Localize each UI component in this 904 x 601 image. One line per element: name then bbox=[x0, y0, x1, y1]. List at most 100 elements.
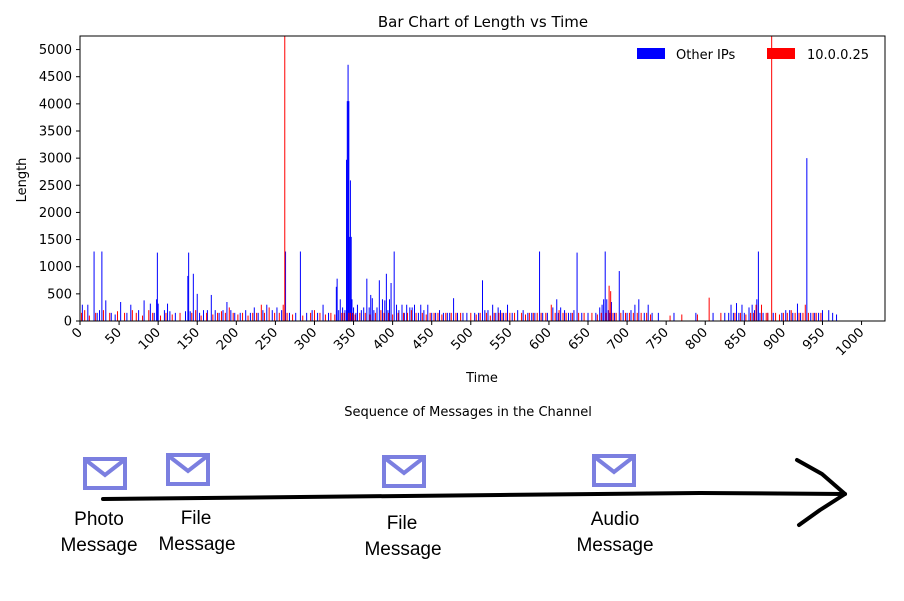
bar-10-0-0-25-1 bbox=[84, 310, 86, 321]
bar-10-0-0-25-87 bbox=[514, 312, 516, 321]
bar-10-0-0-25-124 bbox=[734, 312, 736, 321]
bar-other-ips-13 bbox=[143, 300, 145, 321]
bar-other-ips-72 bbox=[353, 307, 355, 321]
x-tick-label: 450 bbox=[409, 325, 437, 353]
bar-other-ips-54 bbox=[311, 310, 313, 321]
y-axis-ticks: 0 500 1000 1500 2000 2500 3000 3500 4000 4500 5000 bbox=[39, 43, 80, 330]
bar-10-0-0-25-109 bbox=[612, 312, 614, 321]
envelope-icon bbox=[592, 454, 636, 487]
timeline-title: Sequence of Messages in the Channel bbox=[344, 405, 592, 420]
bar-other-ips-84 bbox=[381, 299, 383, 321]
bar-other-ips-189 bbox=[800, 312, 802, 321]
bar-other-ips-55 bbox=[317, 312, 319, 321]
bar-other-ips-25 bbox=[188, 252, 190, 321]
bar-10-0-0-25-82 bbox=[493, 312, 495, 321]
bar-10-0-0-25-9 bbox=[135, 312, 137, 321]
bar-other-ips-147 bbox=[603, 299, 605, 321]
bar-other-ips-104 bbox=[435, 312, 437, 321]
bar-other-ips-3 bbox=[96, 312, 98, 321]
x-tick-label: 900 bbox=[761, 325, 789, 353]
legend: Other IPs 10.0.0.25 bbox=[637, 48, 869, 63]
bar-other-ips-176 bbox=[751, 304, 753, 321]
bar-other-ips-168 bbox=[728, 312, 730, 321]
bar-10-0-0-25-96 bbox=[554, 312, 556, 321]
bar-10-0-0-25-29 bbox=[247, 315, 249, 321]
bar-10-0-0-25-36 bbox=[278, 312, 280, 321]
bar-other-ips-157 bbox=[630, 310, 632, 321]
bar-chart: Bar Chart of Length vs Time 050010001500… bbox=[15, 13, 886, 386]
bar-10-0-0-25-74 bbox=[450, 312, 452, 321]
bar-other-ips-103 bbox=[431, 312, 433, 321]
bar-other-ips-108 bbox=[449, 312, 451, 321]
bar-other-ips-47 bbox=[276, 307, 278, 321]
bar-other-ips-188 bbox=[796, 303, 798, 321]
bar-other-ips-181 bbox=[762, 312, 764, 321]
bar-10-0-0-25-121 bbox=[696, 314, 698, 321]
bar-other-ips-102 bbox=[427, 304, 429, 321]
bar-other-ips-50 bbox=[288, 312, 290, 321]
bar-10-0-0-25-72 bbox=[441, 314, 443, 321]
bar-10-0-0-25-139 bbox=[794, 312, 796, 321]
bar-other-ips-70 bbox=[350, 236, 352, 321]
bar-10-0-0-25-31 bbox=[256, 312, 258, 321]
bar-other-ips-80 bbox=[371, 298, 373, 321]
x-tick-label: 1000 bbox=[833, 325, 867, 359]
bar-other-ips-187 bbox=[792, 312, 794, 321]
bar-other-ips-141 bbox=[576, 252, 578, 321]
bar-other-ips-45 bbox=[266, 304, 268, 321]
bar-other-ips-67 bbox=[348, 101, 350, 321]
bar-10-0-0-25-53 bbox=[354, 314, 356, 321]
bar-10-0-0-25-140 bbox=[798, 312, 800, 321]
bar-other-ips-27 bbox=[192, 273, 194, 321]
bar-other-ips-184 bbox=[781, 312, 783, 321]
bar-other-ips-37 bbox=[230, 310, 232, 321]
bar-10-0-0-25-102 bbox=[583, 312, 585, 321]
bar-other-ips-96 bbox=[409, 307, 411, 321]
bar-other-ips-192 bbox=[814, 312, 816, 321]
x-tick-label: 850 bbox=[722, 325, 750, 353]
bar-other-ips-160 bbox=[643, 312, 645, 321]
bar-10-0-0-25-20 bbox=[206, 312, 208, 321]
bar-other-ips-53 bbox=[306, 312, 308, 321]
bar-10-0-0-25-77 bbox=[470, 312, 472, 321]
bar-other-ips-112 bbox=[466, 312, 468, 321]
bar-10-0-0-25-26 bbox=[232, 312, 234, 321]
bar-other-ips-159 bbox=[638, 299, 640, 321]
bar-10-0-0-25-58 bbox=[380, 310, 382, 321]
bar-10-0-0-25-105 bbox=[600, 312, 602, 321]
bar-10-0-0-25-130 bbox=[761, 304, 763, 321]
legend-swatch-10-0-0-25 bbox=[767, 48, 795, 59]
bar-10-0-0-25-15 bbox=[171, 314, 173, 321]
chart-title: Bar Chart of Length vs Time bbox=[378, 13, 588, 31]
bar-other-ips-169 bbox=[730, 304, 732, 321]
bar-other-ips-7 bbox=[110, 312, 112, 321]
bar-other-ips-190 bbox=[806, 158, 808, 321]
bar-10-0-0-25-24 bbox=[224, 312, 226, 321]
bar-10-0-0-25-99 bbox=[565, 312, 567, 321]
x-tick-label: 500 bbox=[448, 325, 476, 353]
bar-other-ips-132 bbox=[546, 312, 548, 321]
bar-10-0-0-25-54 bbox=[359, 312, 361, 321]
bar-other-ips-90 bbox=[393, 251, 395, 321]
bar-10-0-0-25-95 bbox=[550, 304, 552, 321]
bar-other-ips-173 bbox=[741, 304, 743, 321]
bar-other-ips-150 bbox=[607, 310, 609, 321]
bar-other-ips-57 bbox=[328, 312, 330, 321]
bar-other-ips-88 bbox=[389, 299, 390, 321]
bar-10-0-0-25-122 bbox=[708, 297, 710, 321]
bar-10-0-0-25-127 bbox=[750, 312, 752, 321]
bar-10-0-0-25-2 bbox=[88, 315, 90, 321]
x-tick-label: 50 bbox=[103, 325, 125, 347]
x-tick-label: 950 bbox=[800, 325, 828, 353]
bar-10-0-0-25-62 bbox=[397, 312, 399, 321]
bar-other-ips-148 bbox=[604, 251, 606, 321]
bar-other-ips-119 bbox=[495, 312, 497, 321]
envelope-icon bbox=[83, 457, 127, 490]
bar-other-ips-164 bbox=[673, 312, 675, 321]
bar-10-0-0-25-51 bbox=[349, 312, 351, 321]
bar-10-0-0-25-145 bbox=[815, 312, 817, 321]
bar-other-ips-109 bbox=[453, 298, 455, 321]
y-tick-label: 500 bbox=[47, 287, 72, 302]
x-tick-label: 350 bbox=[331, 325, 359, 353]
bar-10-0-0-25-126 bbox=[745, 314, 747, 321]
